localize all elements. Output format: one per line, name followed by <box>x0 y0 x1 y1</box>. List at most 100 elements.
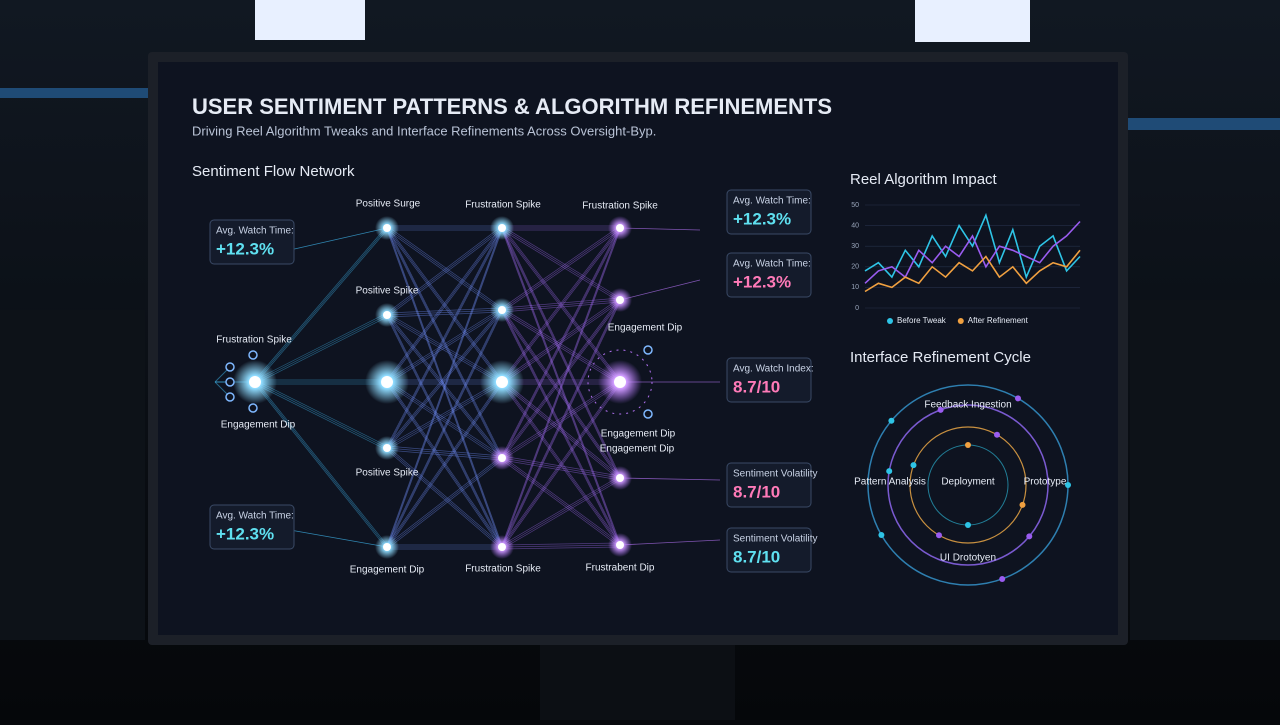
node-core <box>249 376 261 388</box>
edge <box>501 309 621 546</box>
node-core <box>498 224 506 232</box>
edge <box>501 227 621 546</box>
y-tick-label: 20 <box>851 264 859 271</box>
y-tick-label: 30 <box>851 243 859 250</box>
node-core <box>498 454 506 462</box>
legend-label: Before Tweak <box>897 316 947 325</box>
metric-label: Sentiment Volatility <box>733 469 818 480</box>
edge <box>501 225 621 457</box>
cycle-dot <box>910 462 917 469</box>
edge <box>501 479 621 550</box>
node-ring <box>587 349 653 415</box>
node-label: Engagement Dip <box>221 420 296 431</box>
edge <box>386 381 503 548</box>
cycle-dot <box>999 575 1006 582</box>
node-core <box>383 444 391 452</box>
edge <box>386 449 503 550</box>
node-label: Positive Surge <box>356 199 421 210</box>
edge <box>386 459 503 550</box>
edge <box>501 229 621 481</box>
edge <box>386 447 503 459</box>
edge <box>501 311 621 548</box>
edge <box>501 227 621 479</box>
cycle-dot <box>937 406 944 413</box>
edge <box>386 229 503 385</box>
edge <box>386 312 503 381</box>
edge <box>501 381 621 479</box>
edge <box>386 225 503 457</box>
edge <box>254 383 388 550</box>
edge <box>501 379 621 457</box>
cycle-dot <box>936 532 942 539</box>
edge <box>501 225 621 381</box>
edge <box>386 225 503 381</box>
legend-label: After Refinement <box>968 316 1029 325</box>
edge <box>386 316 503 461</box>
node-core <box>381 376 393 388</box>
legend-marker <box>957 318 964 324</box>
edge <box>254 379 388 546</box>
section-title: Interface Refinement Cycle <box>850 349 1031 366</box>
edge <box>501 307 621 477</box>
node-label: Engagement Dip <box>608 323 683 334</box>
edge <box>501 227 621 459</box>
edge <box>386 381 503 449</box>
edge <box>501 229 621 548</box>
edge <box>501 546 621 550</box>
edge <box>501 459 621 481</box>
cycle-dot <box>1026 533 1033 540</box>
ring <box>887 404 1049 566</box>
y-tick-label: 40 <box>851 222 859 229</box>
screen <box>158 62 1118 635</box>
edge <box>501 225 621 477</box>
edge <box>386 447 503 548</box>
edge <box>501 229 621 385</box>
edge <box>386 379 503 546</box>
edge <box>386 314 503 383</box>
edge <box>501 301 621 461</box>
section-title: Reel Algorithm Impact <box>850 171 998 188</box>
edge <box>386 227 503 548</box>
cycle-dot <box>1065 482 1071 488</box>
edge <box>386 311 503 451</box>
monitor-stand <box>540 640 735 720</box>
node <box>225 377 235 387</box>
edge <box>386 229 503 550</box>
section-title: Sentiment Flow Network <box>192 163 355 180</box>
edge <box>501 227 621 548</box>
edge <box>501 225 621 546</box>
edge <box>501 225 621 544</box>
edge <box>501 544 621 548</box>
edge <box>254 227 388 383</box>
edge <box>386 229 503 451</box>
edge <box>501 227 621 383</box>
series-line <box>864 249 1081 293</box>
edge <box>501 227 621 301</box>
edge <box>386 227 503 383</box>
cycle-dot <box>965 442 971 448</box>
edge <box>501 381 621 548</box>
node <box>248 350 258 360</box>
edge <box>501 311 621 385</box>
metric-card <box>726 357 812 403</box>
edge <box>386 309 503 449</box>
cycle-stage: Prototype <box>1024 477 1067 488</box>
edge <box>254 379 388 447</box>
node <box>225 392 235 402</box>
edge <box>501 455 621 544</box>
ceiling-light <box>255 0 365 40</box>
node-label: Positive Spike <box>356 286 419 297</box>
edge <box>501 229 621 313</box>
node-label: Frustration Spike <box>465 200 541 211</box>
edge <box>386 225 503 546</box>
metric-card <box>726 252 812 298</box>
edge <box>254 312 388 381</box>
node <box>248 403 258 413</box>
edge <box>386 314 503 548</box>
edge <box>501 229 621 461</box>
edge <box>386 309 503 383</box>
cycle-dot <box>878 532 885 538</box>
edge <box>254 381 388 449</box>
edge <box>501 307 621 544</box>
edge <box>501 477 621 548</box>
